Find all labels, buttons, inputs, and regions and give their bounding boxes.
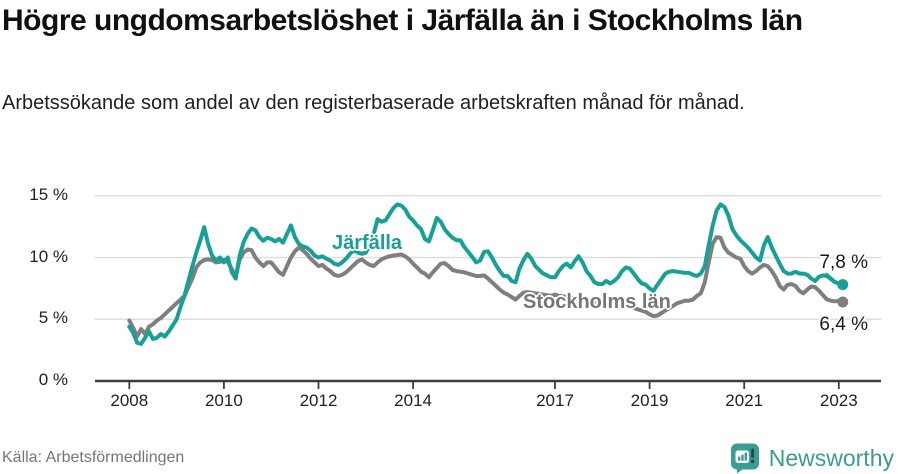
y-axis-tick-label: 5 % xyxy=(38,308,68,328)
newsworthy-wordmark: Newsworthy xyxy=(768,444,894,471)
series-label-stockholms-lan: Stockholms län xyxy=(523,291,671,313)
x-axis-tick-label: 2017 xyxy=(536,391,574,410)
y-axis-tick-label: 0 % xyxy=(38,370,68,389)
x-axis-tick-label: 2014 xyxy=(394,391,432,410)
end-value-label-jarfalla: 7,8 % xyxy=(819,252,868,273)
chart-subtitle: Arbetssökande som andel av den registerb… xyxy=(2,92,745,114)
source-attribution: Källa: Arbetsförmedlingen xyxy=(2,449,185,466)
y-axis-tick-label: 10 % xyxy=(29,246,68,266)
y-axis-tick-label: 15 % xyxy=(29,184,68,204)
x-axis-tick-label: 2019 xyxy=(630,391,669,410)
newsworthy-brand[interactable]: Newsworthy xyxy=(730,442,894,474)
x-axis-tick-label: 2012 xyxy=(299,391,338,410)
end-value-label-stockholms-lan: 6,4 % xyxy=(819,314,868,335)
series-label-jarfalla: Järfälla xyxy=(332,232,403,254)
x-axis-tick-label: 2023 xyxy=(819,391,858,410)
chart-title: Högre ungdomsarbetslöshet i Järfälla än … xyxy=(2,4,803,37)
x-axis-tick-label: 2010 xyxy=(204,391,243,410)
x-axis-tick-label: 2021 xyxy=(725,391,764,410)
newsworthy-logo-icon xyxy=(730,442,761,474)
x-axis-tick-label: 2008 xyxy=(110,391,149,410)
